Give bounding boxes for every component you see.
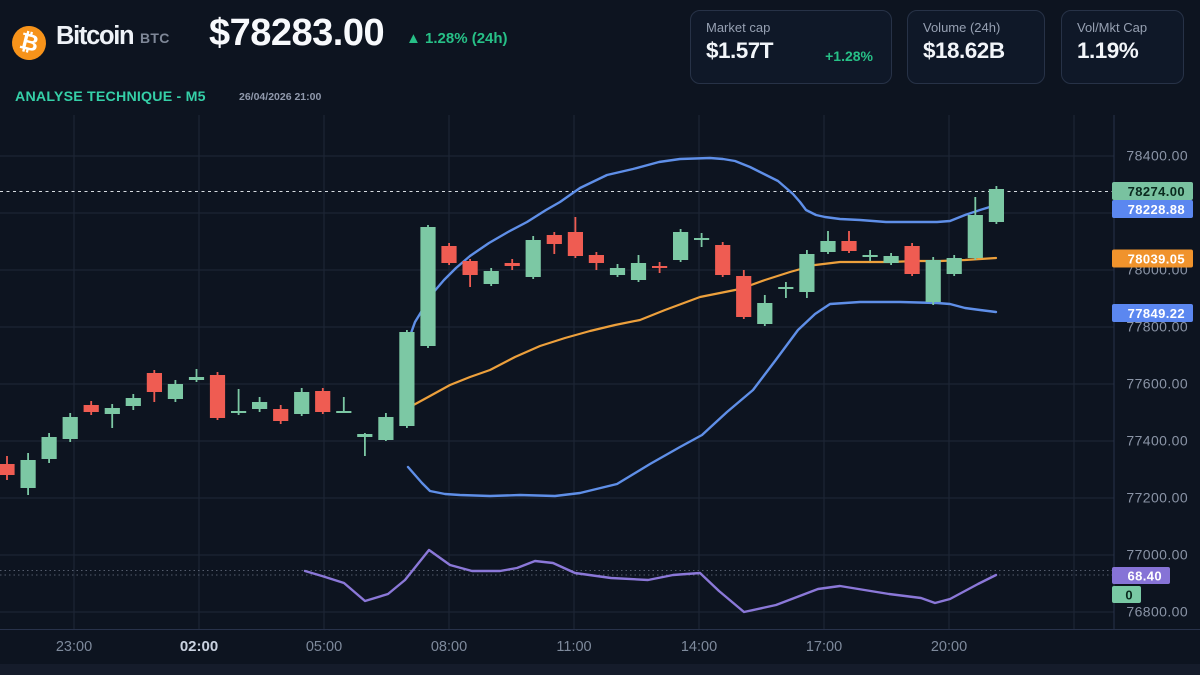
svg-text:68.40: 68.40: [1127, 568, 1162, 583]
svg-text:0: 0: [1125, 587, 1133, 602]
svg-text:23:00: 23:00: [56, 639, 92, 655]
svg-text:11:00: 11:00: [556, 639, 591, 655]
svg-text:77000.00: 77000.00: [1126, 547, 1188, 563]
svg-text:77600.00: 77600.00: [1126, 376, 1188, 392]
svg-text:17:00: 17:00: [806, 639, 842, 655]
svg-text:08:00: 08:00: [431, 639, 467, 655]
svg-text:77200.00: 77200.00: [1126, 490, 1188, 506]
svg-text:20:00: 20:00: [931, 639, 967, 655]
svg-text:76800.00: 76800.00: [1126, 604, 1188, 620]
svg-text:78228.88: 78228.88: [1128, 202, 1185, 217]
svg-text:02:00: 02:00: [180, 638, 218, 655]
svg-text:77849.22: 77849.22: [1128, 306, 1185, 321]
svg-text:14:00: 14:00: [681, 639, 717, 655]
svg-text:05:00: 05:00: [306, 639, 342, 655]
svg-text:77800.00: 77800.00: [1126, 319, 1188, 335]
svg-text:78400.00: 78400.00: [1126, 148, 1188, 164]
svg-text:77400.00: 77400.00: [1126, 433, 1188, 449]
svg-text:78274.00: 78274.00: [1128, 184, 1185, 199]
svg-text:78039.05: 78039.05: [1128, 251, 1185, 266]
